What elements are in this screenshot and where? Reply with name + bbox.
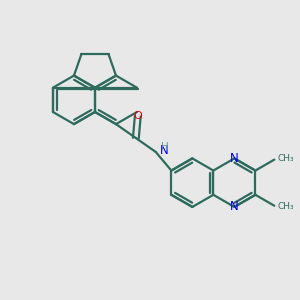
Text: N: N bbox=[160, 144, 169, 157]
Text: CH₃: CH₃ bbox=[277, 202, 294, 211]
Text: H: H bbox=[160, 142, 168, 152]
Text: N: N bbox=[230, 200, 239, 213]
Text: CH₃: CH₃ bbox=[277, 154, 294, 163]
Text: N: N bbox=[230, 152, 239, 165]
Text: O: O bbox=[134, 111, 142, 121]
